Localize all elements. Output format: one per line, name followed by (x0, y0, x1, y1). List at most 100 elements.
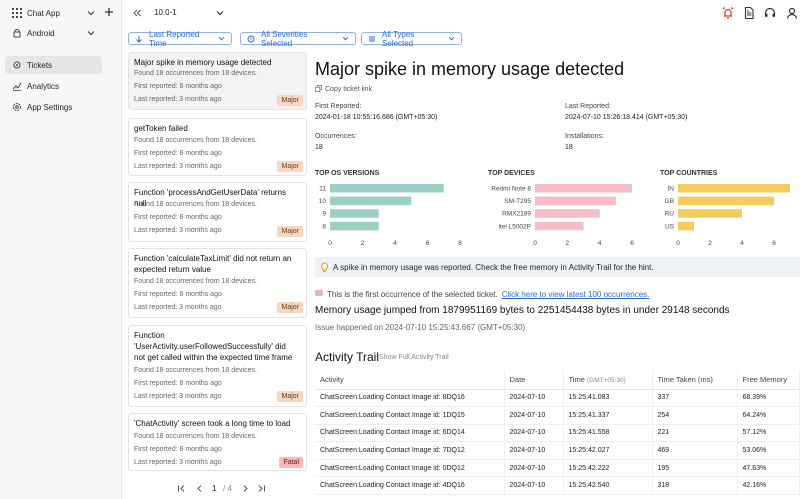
next-page-icon[interactable] (241, 484, 250, 495)
table-row[interactable]: ChatScreen:Loading Contact Image id: 7DQ… (315, 441, 800, 460)
installations-label: Installations: (565, 133, 604, 140)
bar (678, 184, 790, 193)
app-name: Chat App (27, 8, 60, 18)
ticket-card[interactable]: Function 'processAndGetUserData' returns… (128, 182, 307, 242)
ticket-title: Function 'UserActivity.userFollowedSucce… (134, 331, 293, 362)
app-selector[interactable]: Chat App (0, 4, 122, 22)
sidebar-item-analytics[interactable]: Analytics (0, 77, 122, 95)
first-reported-value: 2024-01-18 10:55:16.686 (GMT+05:30) (315, 114, 438, 121)
pagination: 1 / 4 (128, 484, 307, 496)
arrow-down-icon (135, 35, 143, 43)
settings-icon (12, 102, 22, 112)
ticket-card[interactable]: Function 'calculateTaxLimit' did not ret… (128, 248, 307, 318)
ticket-found: Found 18 occurrences from 18 devices. (134, 201, 257, 208)
cell-activity: ChatScreen:Loading Contact Image id: 0DQ… (315, 459, 505, 478)
cell-date: 2024-07-10 (504, 424, 564, 443)
col-date[interactable]: Date (504, 370, 564, 390)
ticket-title: Major spike in memory usage detected (134, 58, 272, 67)
sidebar-item-tickets[interactable]: Tickets (5, 56, 102, 74)
table-row[interactable]: ChatScreen:Loading Contact Image id: 8DQ… (315, 389, 800, 408)
cell-time: 15:25:41.558 (563, 424, 653, 443)
chevron-down-icon[interactable] (215, 8, 225, 20)
grid-icon (12, 8, 22, 18)
table-row[interactable]: ChatScreen:Loading Contact Image id: 1DQ… (315, 406, 800, 425)
tick-label: 6 (772, 240, 776, 247)
ticket-card[interactable]: getToken failed Found 18 occurrences fro… (128, 118, 307, 176)
ticket-last: Last reported: 3 months ago (134, 304, 222, 311)
category-label: US (665, 223, 675, 230)
bar (678, 196, 774, 206)
category-label: 10 (319, 198, 327, 205)
prev-page-icon[interactable] (195, 484, 204, 495)
ticket-found: Found 18 occurrences from 18 devices. (134, 70, 257, 77)
col-activity[interactable]: Activity (315, 370, 505, 390)
first-page-icon[interactable] (177, 484, 186, 495)
bar (330, 196, 412, 206)
ticket-last: Last reported: 3 months ago (134, 393, 222, 400)
info-icon (315, 289, 323, 299)
user-icon[interactable] (785, 6, 799, 20)
col-time[interactable]: Time (GMT+05:30) (563, 370, 653, 390)
ticket-card[interactable]: 'ChatActivity' screen took a long time t… (128, 413, 307, 471)
filter-severity[interactable]: All Severities Selected (240, 30, 356, 48)
chevron-down-icon[interactable] (86, 28, 96, 40)
table-row[interactable]: ChatScreen:Loading Contact Image id: 6DQ… (315, 424, 800, 443)
copy-ticket-link[interactable]: Copy ticket link (315, 85, 372, 94)
tick-label: 2 (566, 240, 570, 247)
category-label: itel L5002P (498, 223, 531, 230)
tick-label: 4 (740, 240, 744, 247)
col-time-taken[interactable]: Time Taken (ms) (652, 370, 738, 390)
cell-free-memory: 57.12% (737, 424, 800, 443)
ticket-title: getToken failed (134, 124, 188, 133)
version-selector[interactable]: 10.0-1 (154, 8, 177, 17)
severity-badge: Major (277, 226, 303, 237)
cell-time-taken: 254 (652, 406, 738, 425)
copy-icon (315, 85, 322, 94)
cell-time: 15:25:42.540 (563, 476, 653, 496)
category-label: 9 (322, 211, 326, 218)
platform-selector[interactable]: Android (0, 24, 122, 42)
sidebar-item-app-settings[interactable]: App Settings (0, 98, 122, 116)
tick-label: 2 (708, 240, 712, 247)
cell-date: 2024-07-10 (504, 441, 564, 460)
bar (535, 184, 632, 193)
cell-time-taken: 195 (652, 459, 738, 478)
bar (330, 184, 444, 193)
category-label: Redmi Note 8 (491, 186, 531, 193)
col-time-tz: (GMT+05:30) (586, 376, 626, 384)
ticket-card[interactable]: Major spike in memory usage detected Fou… (128, 52, 307, 110)
add-icon[interactable] (104, 7, 114, 19)
filter-reported-time[interactable]: Last Reported Time (128, 29, 232, 48)
headset-icon[interactable] (763, 6, 777, 20)
hint-text: A spike in memory usage was reported. Ch… (333, 262, 654, 272)
severity-badge: Major (277, 95, 303, 106)
occurrences-label: Occurrences: (315, 133, 357, 140)
severity-badge: Major (277, 161, 303, 172)
severity-badge: Major (277, 391, 303, 402)
first-reported-label: First Reported: (315, 103, 362, 110)
latest-occurrences-link[interactable]: Click here to view latest 100 occurrence… (501, 289, 650, 299)
last-reported-label: Last Reported: (565, 103, 611, 110)
chevron-down-icon (342, 35, 349, 42)
cell-time: 15:25:41.337 (563, 406, 653, 425)
cell-time: 15:25:41.083 (563, 389, 653, 408)
filter-label: Last Reported Time (149, 29, 200, 48)
last-page-icon[interactable] (257, 484, 266, 495)
ticket-card[interactable]: Function 'UserActivity.userFollowedSucce… (128, 325, 307, 407)
document-icon[interactable] (742, 6, 756, 20)
occurrences-value: 18 (315, 144, 323, 151)
cell-time-taken: 337 (652, 389, 738, 408)
android-icon (12, 28, 22, 38)
alarm-bell-icon[interactable] (721, 6, 735, 20)
filter-types[interactable]: All Types Selected (361, 30, 462, 48)
collapse-sidebar-icon[interactable] (132, 8, 142, 20)
tick-label: 4 (598, 240, 602, 247)
ticket-first: First reported: 8 months ago (134, 214, 222, 221)
col-free-memory[interactable]: Free Memory (737, 370, 800, 390)
chevron-down-icon[interactable] (86, 8, 96, 20)
bar (535, 196, 616, 206)
chevron-down-icon (218, 35, 225, 42)
table-row[interactable]: ChatScreen:Loading Contact Image id: 0DQ… (315, 459, 800, 478)
show-full-activity-link[interactable]: Show Full Activity Trail (379, 354, 449, 361)
table-row[interactable]: ChatScreen:Loading Contact Image id: 4DQ… (315, 476, 800, 496)
